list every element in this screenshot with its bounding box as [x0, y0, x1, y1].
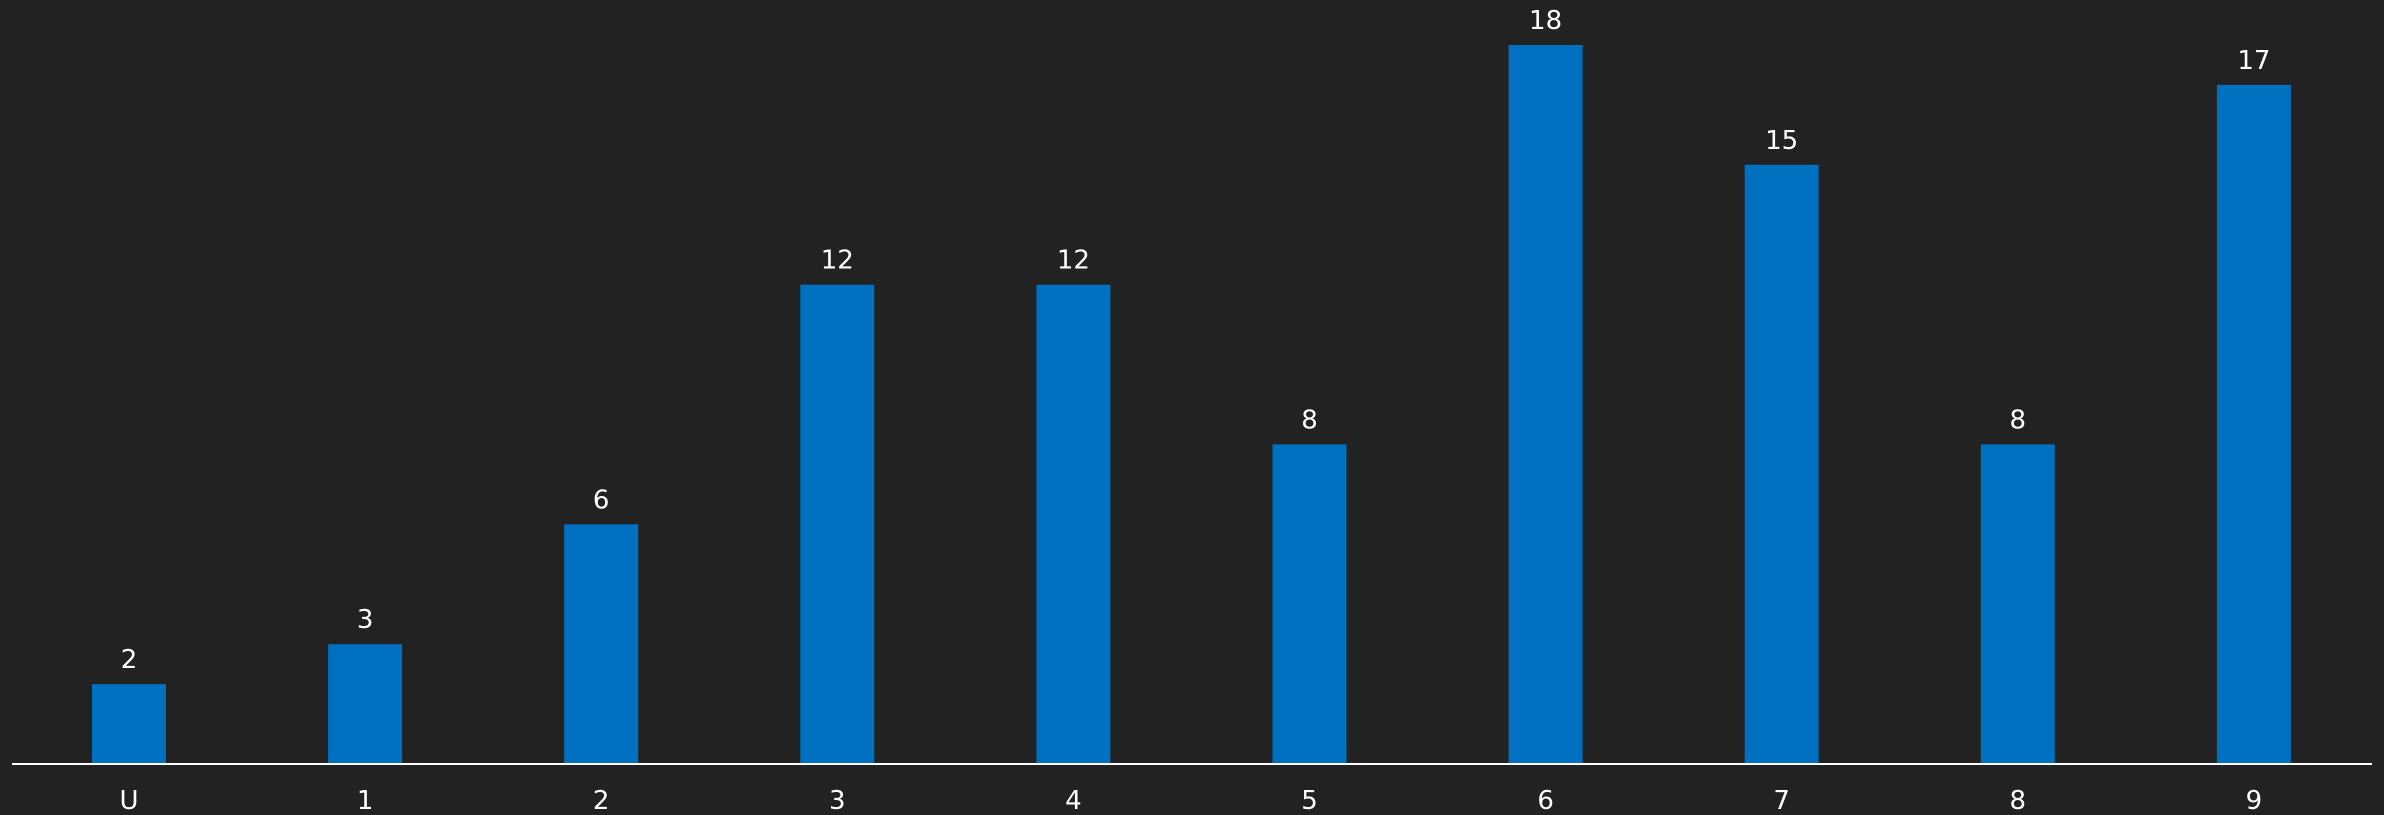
x-tick-label-4: 4	[1065, 786, 1082, 815]
value-label-4: 12	[1057, 246, 1090, 276]
x-tick-label-8: 8	[2010, 786, 2027, 815]
bar-6	[1508, 45, 1583, 764]
value-label-3: 12	[821, 246, 854, 276]
x-tick-label-7: 7	[1773, 786, 1790, 815]
bar-9	[2216, 84, 2291, 764]
x-tick-labels-layer: U 1 2 3 4 5 6 7 8 9	[119, 786, 2262, 815]
x-tick-label-U: U	[119, 786, 138, 815]
bar-1	[328, 644, 403, 764]
value-label-6: 18	[1529, 6, 1562, 36]
bar-4	[1036, 284, 1111, 764]
value-label-9: 17	[2237, 46, 2270, 76]
x-tick-label-3: 3	[829, 786, 846, 815]
bars-layer	[92, 45, 2291, 765]
value-label-1: 3	[357, 605, 374, 635]
x-tick-label-5: 5	[1301, 786, 1318, 815]
x-tick-label-1: 1	[357, 786, 374, 815]
value-label-8: 8	[2010, 405, 2027, 435]
value-labels-layer: 2 3 6 12 12 8 18 15 8 17	[121, 6, 2271, 675]
value-label-7: 15	[1765, 126, 1798, 156]
bar-U	[92, 684, 166, 764]
bar-5	[1272, 444, 1347, 764]
x-tick-label-6: 6	[1537, 786, 1554, 815]
value-label-2: 6	[593, 485, 610, 515]
x-tick-label-9: 9	[2246, 786, 2263, 815]
bar-3	[800, 284, 875, 764]
value-label-5: 8	[1301, 405, 1318, 435]
bar-7	[1744, 164, 1819, 765]
value-label-U: 2	[121, 645, 138, 675]
bar-8	[1980, 444, 2055, 764]
x-tick-label-2: 2	[593, 786, 610, 815]
bar-2	[564, 524, 639, 764]
